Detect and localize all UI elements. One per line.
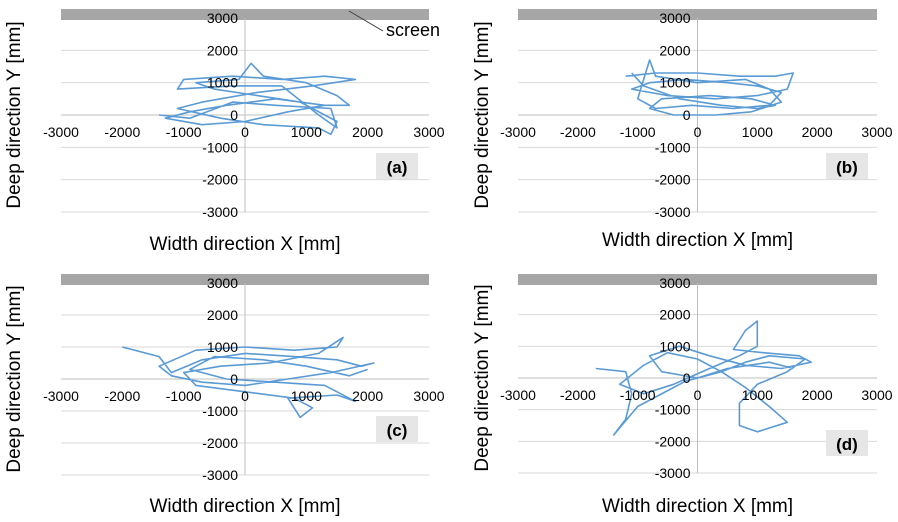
x-tick-label: 3000 — [861, 387, 892, 403]
panel-label: (c) — [387, 421, 408, 440]
y-axis-title: Deep direction Y [mm] — [472, 284, 493, 471]
y-tick-label: -2000 — [202, 435, 238, 451]
y-tick-label: 0 — [230, 371, 238, 387]
y-tick-label: -2000 — [655, 433, 691, 449]
x-tick-label: -1000 — [166, 388, 202, 404]
x-tick-label: 3000 — [413, 388, 444, 404]
screen-bar — [61, 9, 429, 20]
y-tick-label: -3000 — [655, 465, 691, 481]
y-tick-label: -3000 — [202, 204, 238, 220]
x-tick-label: 1000 — [742, 387, 773, 403]
x-axis-title: Width direction X [mm] — [602, 496, 793, 517]
x-tick-label: -1000 — [166, 124, 202, 140]
x-axis-title: Width direction X [mm] — [602, 230, 793, 251]
screen-callout-line — [348, 10, 384, 32]
x-tick-label: 1000 — [291, 388, 322, 404]
x-tick-label: 2000 — [802, 387, 833, 403]
x-tick-label: -3000 — [500, 124, 536, 140]
panel-label-box — [826, 153, 868, 179]
y-axis-title: Deep direction Y [mm] — [4, 21, 25, 208]
x-tick-label: -3000 — [500, 387, 536, 403]
trajectory-line — [122, 336, 375, 419]
y-tick-label: -3000 — [202, 467, 238, 483]
panel-label: (d) — [836, 435, 858, 454]
panel-label-box — [376, 416, 418, 442]
screen-bar — [518, 274, 877, 285]
y-tick-label: -3000 — [655, 204, 691, 220]
y-axis-title: Deep direction Y [mm] — [4, 285, 25, 472]
y-tick-label: 2000 — [659, 42, 690, 58]
screen-bar — [518, 9, 877, 20]
y-tick-label: 1000 — [207, 75, 238, 91]
x-tick-label: 3000 — [413, 124, 444, 140]
trajectory-line — [159, 62, 357, 136]
panel-label: (b) — [836, 158, 858, 177]
x-tick-label: -2000 — [104, 388, 140, 404]
x-tick-label: 1000 — [742, 124, 773, 140]
y-tick-label: 1000 — [659, 338, 690, 354]
y-tick-label: -1000 — [655, 402, 691, 418]
x-tick-label: -3000 — [43, 124, 79, 140]
panel-label: (a) — [387, 158, 408, 177]
trajectory-line — [595, 320, 813, 436]
panel-label-box — [826, 430, 868, 456]
x-tick-label: -1000 — [620, 124, 656, 140]
x-tick-label: 0 — [241, 388, 249, 404]
panel-label-box — [376, 153, 418, 179]
y-axis-title: Deep direction Y [mm] — [472, 21, 493, 208]
x-tick-label: 0 — [694, 124, 702, 140]
x-axis-title: Width direction X [mm] — [149, 496, 340, 517]
x-tick-label: -1000 — [620, 387, 656, 403]
x-tick-label: 0 — [694, 387, 702, 403]
x-tick-label: 3000 — [861, 124, 892, 140]
y-tick-label: 1000 — [207, 339, 238, 355]
y-tick-label: 2000 — [207, 42, 238, 58]
y-tick-label: 2000 — [659, 307, 690, 323]
y-tick-label: 2000 — [207, 307, 238, 323]
y-tick-label: 3000 — [207, 275, 238, 291]
y-tick-label: 0 — [230, 107, 238, 123]
y-tick-label: -1000 — [202, 139, 238, 155]
y-tick-label: -2000 — [655, 172, 691, 188]
screen-label: screen — [386, 20, 440, 40]
y-tick-label: 1000 — [659, 75, 690, 91]
y-tick-label: 3000 — [659, 275, 690, 291]
x-tick-label: 2000 — [352, 388, 383, 404]
y-tick-label: 0 — [683, 107, 691, 123]
x-tick-label: -2000 — [560, 124, 596, 140]
x-tick-label: 2000 — [352, 124, 383, 140]
x-tick-label: 0 — [241, 124, 249, 140]
x-axis-title: Width direction X [mm] — [149, 234, 340, 255]
y-tick-label: -1000 — [202, 403, 238, 419]
screen-bar — [61, 274, 429, 285]
x-tick-label: 1000 — [291, 124, 322, 140]
trajectory-line — [625, 59, 795, 116]
x-tick-label: 2000 — [802, 124, 833, 140]
x-tick-label: -2000 — [560, 387, 596, 403]
y-tick-label: -2000 — [202, 172, 238, 188]
x-tick-label: -2000 — [104, 124, 140, 140]
y-tick-label: 3000 — [659, 10, 690, 26]
y-tick-label: 3000 — [207, 10, 238, 26]
y-tick-label: 0 — [683, 370, 691, 386]
x-tick-label: -3000 — [43, 388, 79, 404]
y-tick-label: -1000 — [655, 139, 691, 155]
